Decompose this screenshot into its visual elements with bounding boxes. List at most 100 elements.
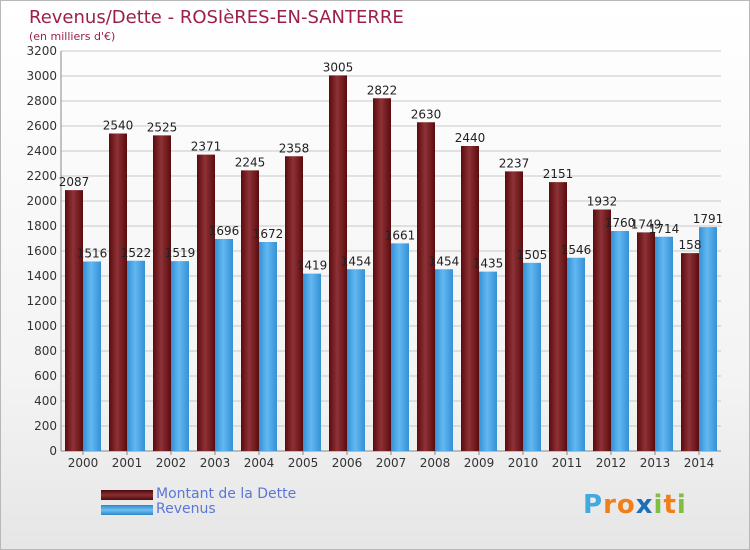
data-label-debt: 3005 — [323, 60, 354, 74]
bar-revenue — [435, 269, 453, 451]
x-tick-label: 2003 — [200, 456, 231, 470]
y-tick-label: 200 — [34, 419, 57, 433]
logo-letter: P — [583, 490, 604, 520]
bar-debt — [505, 171, 523, 451]
logo-letter: o — [616, 490, 636, 520]
bar-debt — [329, 75, 347, 451]
chart-subtitle: (en milliers d'€) — [29, 30, 116, 43]
bar-debt — [197, 154, 215, 451]
logo-letter: i — [653, 490, 664, 520]
x-tick-label: 2000 — [68, 456, 99, 470]
logo-letter: t — [663, 490, 677, 520]
data-label-debt: 2822 — [367, 83, 398, 97]
x-tick-label: 2012 — [596, 456, 627, 470]
y-tick-label: 400 — [34, 394, 57, 408]
bar-debt — [593, 209, 611, 451]
bar-revenue — [699, 227, 717, 451]
data-label-revenue: 1791 — [693, 212, 724, 226]
x-tick-label: 2001 — [112, 456, 143, 470]
y-tick-label: 3200 — [26, 44, 57, 58]
x-tick-label: 2005 — [288, 456, 319, 470]
data-label-revenue: 1546 — [561, 243, 592, 257]
bar-debt — [681, 253, 699, 451]
bar-revenue — [171, 261, 189, 451]
logo-letter: x — [635, 490, 654, 520]
x-tick-label: 2014 — [684, 456, 715, 470]
bar-revenue — [391, 243, 409, 451]
data-label-debt: 1749 — [631, 217, 662, 231]
legend-swatch-debt — [101, 490, 153, 500]
bar-debt — [637, 232, 655, 451]
data-label-revenue: 1519 — [165, 246, 196, 260]
bar-revenue — [611, 231, 629, 451]
x-tick-label: 2010 — [508, 456, 539, 470]
x-tick-label: 2004 — [244, 456, 275, 470]
x-tick-label: 2009 — [464, 456, 495, 470]
bar-revenue — [347, 269, 365, 451]
bar-debt — [549, 182, 567, 451]
bar-revenue — [567, 257, 585, 451]
y-tick-label: 2400 — [26, 144, 57, 158]
y-tick-label: 1200 — [26, 294, 57, 308]
data-label-debt: 2440 — [455, 131, 486, 145]
bar-debt — [109, 133, 127, 451]
y-tick-label: 600 — [34, 369, 57, 383]
x-tick-label: 2008 — [420, 456, 451, 470]
proxiti-logo: Proxiti — [583, 490, 687, 520]
y-tick-label: 1600 — [26, 244, 57, 258]
bar-revenue — [127, 260, 145, 451]
data-label-debt: 2358 — [279, 141, 310, 155]
legend-label-debt: Montant de la Dette — [156, 486, 297, 502]
bar-debt — [285, 156, 303, 451]
bar-revenue — [523, 262, 541, 451]
y-tick-label: 2600 — [26, 119, 57, 133]
bar-debt — [153, 135, 171, 451]
data-label-debt: 2371 — [191, 140, 222, 154]
data-label-debt: 2630 — [411, 107, 442, 121]
data-label-revenue: 1454 — [429, 254, 460, 268]
bar-revenue — [259, 242, 277, 451]
bar-revenue — [655, 236, 673, 451]
chart-title: Revenus/Dette - ROSIèRES-EN-SANTERRE — [29, 7, 404, 28]
bar-revenue — [303, 273, 321, 451]
bar-debt — [417, 122, 435, 451]
logo-letter: i — [676, 490, 687, 520]
bar-debt — [65, 190, 83, 451]
bar-debt — [241, 170, 259, 451]
x-tick-label: 2007 — [376, 456, 407, 470]
data-label-revenue: 1435 — [473, 257, 504, 271]
y-tick-label: 2200 — [26, 169, 57, 183]
legend-swatch-revenue — [101, 505, 153, 515]
data-label-debt: 1932 — [587, 195, 618, 209]
data-label-revenue: 1516 — [77, 247, 108, 261]
data-label-debt: 2237 — [499, 156, 530, 170]
bar-revenue — [479, 271, 497, 451]
y-tick-label: 800 — [34, 344, 57, 358]
y-tick-label: 1800 — [26, 219, 57, 233]
data-label-revenue: 1454 — [341, 254, 372, 268]
x-tick-label: 2013 — [640, 456, 671, 470]
data-label-revenue: 1696 — [209, 224, 240, 238]
y-tick-label: 3000 — [26, 69, 57, 83]
y-tick-label: 2800 — [26, 94, 57, 108]
y-tick-label: 0 — [49, 444, 57, 458]
data-label-debt: 2540 — [103, 119, 134, 133]
bar-debt — [373, 98, 391, 451]
x-tick-label: 2011 — [552, 456, 583, 470]
data-label-revenue: 1661 — [385, 228, 416, 242]
data-label-revenue: 1522 — [121, 246, 152, 260]
bar-revenue — [215, 239, 233, 451]
y-tick-label: 1400 — [26, 269, 57, 283]
data-label-revenue: 1419 — [297, 259, 328, 273]
legend-label-revenue: Revenus — [156, 501, 216, 517]
data-label-debt: 2525 — [147, 120, 178, 134]
logo-letter: r — [603, 490, 617, 520]
x-tick-label: 2006 — [332, 456, 363, 470]
data-label-revenue: 1505 — [517, 248, 548, 262]
y-tick-label: 1000 — [26, 319, 57, 333]
data-label-debt: 2245 — [235, 155, 266, 169]
data-label-revenue: 1760 — [605, 216, 636, 230]
bar-debt — [461, 146, 479, 451]
